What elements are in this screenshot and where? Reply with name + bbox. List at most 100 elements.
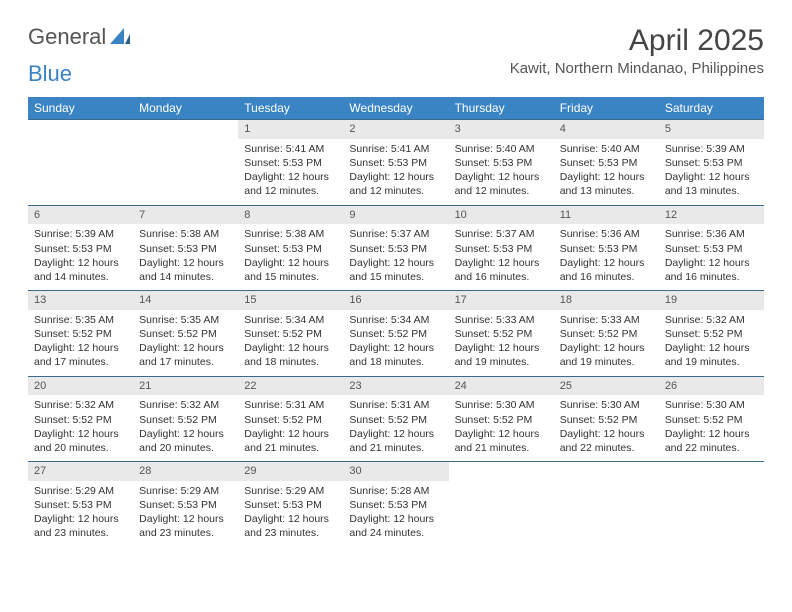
day-body: Sunrise: 5:32 AMSunset: 5:52 PMDaylight:… (659, 310, 764, 376)
daylight-line: Daylight: 12 hours and 13 minutes. (560, 170, 653, 198)
daylight-line: Daylight: 12 hours and 23 minutes. (139, 512, 232, 540)
day-cell: 5Sunrise: 5:39 AMSunset: 5:53 PMDaylight… (659, 120, 764, 205)
day-number: 28 (133, 462, 238, 481)
sunset-line: Sunset: 5:53 PM (560, 156, 653, 170)
day-cell: 11Sunrise: 5:36 AMSunset: 5:53 PMDayligh… (554, 206, 659, 291)
sunset-line: Sunset: 5:52 PM (560, 327, 653, 341)
daylight-line: Daylight: 12 hours and 15 minutes. (349, 256, 442, 284)
daylight-line: Daylight: 12 hours and 19 minutes. (560, 341, 653, 369)
day-number: 24 (449, 377, 554, 396)
day-cell: 12Sunrise: 5:36 AMSunset: 5:53 PMDayligh… (659, 206, 764, 291)
day-body: Sunrise: 5:33 AMSunset: 5:52 PMDaylight:… (449, 310, 554, 376)
day-body: Sunrise: 5:40 AMSunset: 5:53 PMDaylight:… (449, 139, 554, 205)
day-cell: 23Sunrise: 5:31 AMSunset: 5:52 PMDayligh… (343, 377, 448, 462)
day-body: Sunrise: 5:38 AMSunset: 5:53 PMDaylight:… (133, 224, 238, 290)
week-row: 13Sunrise: 5:35 AMSunset: 5:52 PMDayligh… (28, 290, 764, 376)
daylight-line: Daylight: 12 hours and 19 minutes. (455, 341, 548, 369)
sunrise-line: Sunrise: 5:33 AM (560, 313, 653, 327)
day-number: 14 (133, 291, 238, 310)
sunset-line: Sunset: 5:53 PM (349, 156, 442, 170)
day-number: 12 (659, 206, 764, 225)
day-cell: 2Sunrise: 5:41 AMSunset: 5:53 PMDaylight… (343, 120, 448, 205)
sunrise-line: Sunrise: 5:32 AM (665, 313, 758, 327)
sunset-line: Sunset: 5:52 PM (139, 413, 232, 427)
day-number: 6 (28, 206, 133, 225)
sunset-line: Sunset: 5:52 PM (665, 327, 758, 341)
day-number: 3 (449, 120, 554, 139)
day-body: Sunrise: 5:37 AMSunset: 5:53 PMDaylight:… (343, 224, 448, 290)
sunrise-line: Sunrise: 5:41 AM (244, 142, 337, 156)
day-body: Sunrise: 5:28 AMSunset: 5:53 PMDaylight:… (343, 481, 448, 547)
day-cell: 25Sunrise: 5:30 AMSunset: 5:52 PMDayligh… (554, 377, 659, 462)
daylight-line: Daylight: 12 hours and 14 minutes. (139, 256, 232, 284)
day-body: Sunrise: 5:41 AMSunset: 5:53 PMDaylight:… (238, 139, 343, 205)
day-cell: .. (659, 462, 764, 547)
day-body: Sunrise: 5:35 AMSunset: 5:52 PMDaylight:… (28, 310, 133, 376)
brand-part2: Blue (28, 61, 72, 87)
day-body: Sunrise: 5:40 AMSunset: 5:53 PMDaylight:… (554, 139, 659, 205)
sunset-line: Sunset: 5:52 PM (349, 327, 442, 341)
day-header-cell: Thursday (449, 97, 554, 119)
sunset-line: Sunset: 5:53 PM (455, 242, 548, 256)
brand-logo: General (28, 24, 132, 50)
sunrise-line: Sunrise: 5:38 AM (244, 227, 337, 241)
daylight-line: Daylight: 12 hours and 23 minutes. (244, 512, 337, 540)
day-cell: 13Sunrise: 5:35 AMSunset: 5:52 PMDayligh… (28, 291, 133, 376)
day-body: Sunrise: 5:29 AMSunset: 5:53 PMDaylight:… (238, 481, 343, 547)
day-cell: 14Sunrise: 5:35 AMSunset: 5:52 PMDayligh… (133, 291, 238, 376)
title-block: April 2025 Kawit, Northern Mindanao, Phi… (510, 24, 764, 77)
day-body: Sunrise: 5:37 AMSunset: 5:53 PMDaylight:… (449, 224, 554, 290)
day-cell: 16Sunrise: 5:34 AMSunset: 5:52 PMDayligh… (343, 291, 448, 376)
day-number: 27 (28, 462, 133, 481)
day-number: 13 (28, 291, 133, 310)
sunset-line: Sunset: 5:52 PM (560, 413, 653, 427)
sunrise-line: Sunrise: 5:36 AM (665, 227, 758, 241)
daylight-line: Daylight: 12 hours and 22 minutes. (665, 427, 758, 455)
day-body: Sunrise: 5:41 AMSunset: 5:53 PMDaylight:… (343, 139, 448, 205)
daylight-line: Daylight: 12 hours and 13 minutes. (665, 170, 758, 198)
day-number: 16 (343, 291, 448, 310)
daylight-line: Daylight: 12 hours and 16 minutes. (455, 256, 548, 284)
day-header-cell: Saturday (659, 97, 764, 119)
sunrise-line: Sunrise: 5:32 AM (34, 398, 127, 412)
day-body: Sunrise: 5:39 AMSunset: 5:53 PMDaylight:… (659, 139, 764, 205)
sunset-line: Sunset: 5:53 PM (139, 242, 232, 256)
day-header-cell: Monday (133, 97, 238, 119)
day-number: 11 (554, 206, 659, 225)
sunset-line: Sunset: 5:53 PM (244, 156, 337, 170)
day-body: Sunrise: 5:30 AMSunset: 5:52 PMDaylight:… (659, 395, 764, 461)
day-cell: 26Sunrise: 5:30 AMSunset: 5:52 PMDayligh… (659, 377, 764, 462)
sunset-line: Sunset: 5:53 PM (34, 498, 127, 512)
sunset-line: Sunset: 5:53 PM (244, 498, 337, 512)
day-cell: 29Sunrise: 5:29 AMSunset: 5:53 PMDayligh… (238, 462, 343, 547)
sunrise-line: Sunrise: 5:38 AM (139, 227, 232, 241)
day-body: Sunrise: 5:35 AMSunset: 5:52 PMDaylight:… (133, 310, 238, 376)
week-row: 20Sunrise: 5:32 AMSunset: 5:52 PMDayligh… (28, 376, 764, 462)
week-row: ....1Sunrise: 5:41 AMSunset: 5:53 PMDayl… (28, 119, 764, 205)
day-cell: 9Sunrise: 5:37 AMSunset: 5:53 PMDaylight… (343, 206, 448, 291)
sunrise-line: Sunrise: 5:39 AM (665, 142, 758, 156)
sunset-line: Sunset: 5:52 PM (34, 413, 127, 427)
sunrise-line: Sunrise: 5:31 AM (244, 398, 337, 412)
day-header-cell: Sunday (28, 97, 133, 119)
day-number: 9 (343, 206, 448, 225)
daylight-line: Daylight: 12 hours and 22 minutes. (560, 427, 653, 455)
day-number: 21 (133, 377, 238, 396)
day-header-cell: Friday (554, 97, 659, 119)
sunrise-line: Sunrise: 5:30 AM (455, 398, 548, 412)
logo-sail-icon (110, 24, 130, 50)
sunset-line: Sunset: 5:53 PM (349, 242, 442, 256)
brand-part1: General (28, 24, 106, 50)
daylight-line: Daylight: 12 hours and 23 minutes. (34, 512, 127, 540)
daylight-line: Daylight: 12 hours and 20 minutes. (139, 427, 232, 455)
sunrise-line: Sunrise: 5:28 AM (349, 484, 442, 498)
daylight-line: Daylight: 12 hours and 14 minutes. (34, 256, 127, 284)
daylight-line: Daylight: 12 hours and 21 minutes. (349, 427, 442, 455)
sunset-line: Sunset: 5:52 PM (34, 327, 127, 341)
daylight-line: Daylight: 12 hours and 20 minutes. (34, 427, 127, 455)
day-number: 19 (659, 291, 764, 310)
day-number: 20 (28, 377, 133, 396)
location-text: Kawit, Northern Mindanao, Philippines (510, 60, 764, 77)
sunset-line: Sunset: 5:52 PM (244, 413, 337, 427)
week-row: 27 Sunrise: 5:29 AMSunset: 5:53 PMDayligh… (28, 461, 764, 547)
